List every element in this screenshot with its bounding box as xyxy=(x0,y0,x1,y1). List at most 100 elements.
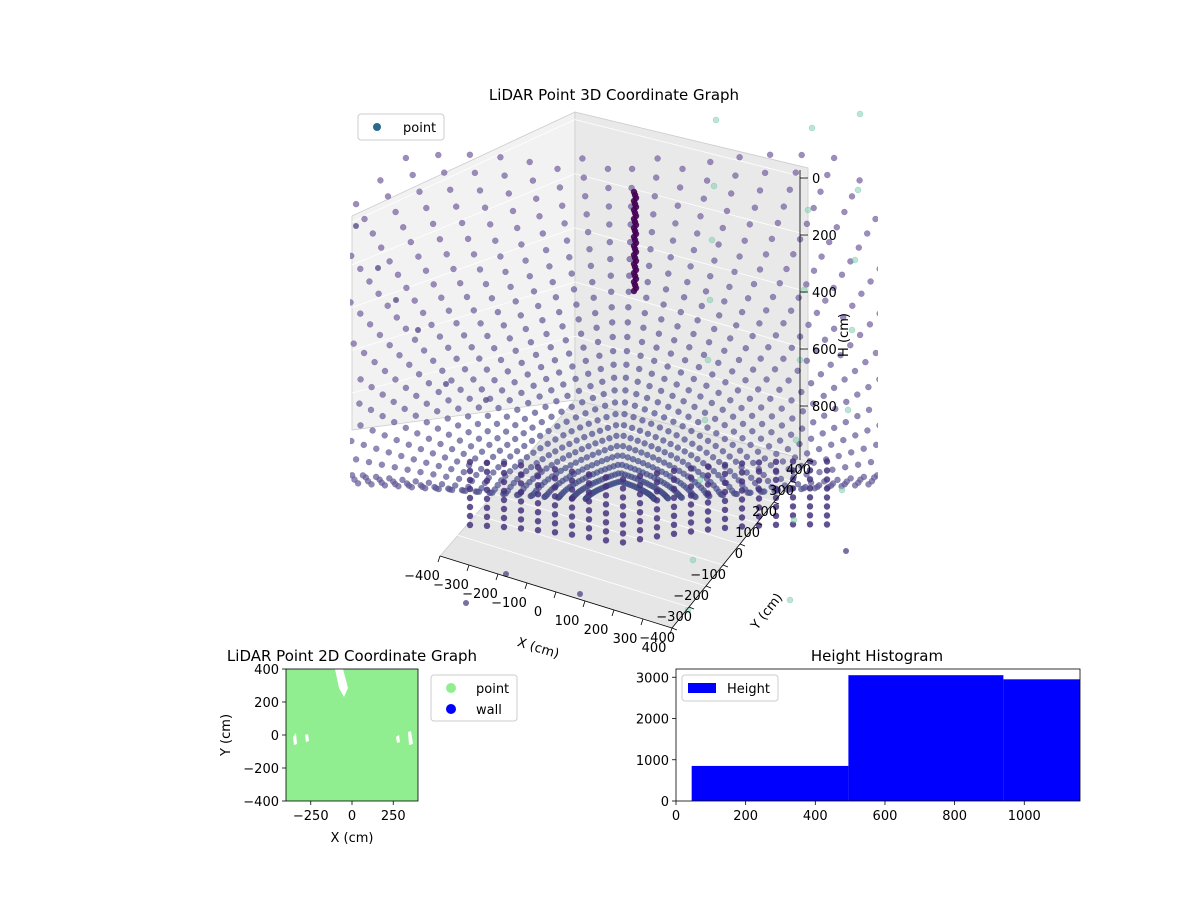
cloud-point xyxy=(848,326,856,334)
cloud-point xyxy=(584,370,592,378)
cloud-point xyxy=(789,485,797,492)
grid-line-x xyxy=(467,564,470,576)
cloud-point xyxy=(572,459,580,466)
cloud-point xyxy=(672,220,679,227)
cloud-point xyxy=(756,320,763,327)
cloud-point xyxy=(368,481,375,488)
cloud-point xyxy=(483,486,491,493)
cloud-point xyxy=(448,486,456,494)
cloud-point xyxy=(842,418,850,426)
cloud-point xyxy=(537,363,545,371)
cloud-point xyxy=(428,321,435,329)
cloud-point xyxy=(815,445,823,453)
cloud-point xyxy=(681,436,688,443)
cloud-point xyxy=(551,511,559,518)
cloud-point xyxy=(742,344,750,352)
histogram-bar xyxy=(848,675,1004,801)
cloud-point xyxy=(475,404,483,411)
y-tick xyxy=(705,585,712,589)
cloud-point xyxy=(644,278,651,286)
plot2d: LiDAR Point 2D Coordinate Graph −250 0 250… xyxy=(219,647,518,846)
cloud-point xyxy=(838,486,846,494)
cloud-point xyxy=(528,437,536,445)
grid-line-h xyxy=(574,227,809,293)
cloud-point xyxy=(573,301,580,308)
cloud-point xyxy=(577,330,585,337)
cloud-point xyxy=(738,469,746,476)
cloud-point xyxy=(455,475,463,483)
cloud-point xyxy=(392,376,399,383)
cloud-point xyxy=(568,504,576,511)
cloud-point xyxy=(394,271,402,279)
cloud-point xyxy=(560,381,567,388)
x-tick xyxy=(611,609,615,617)
cloud-point xyxy=(484,427,491,435)
cloud-point xyxy=(687,451,695,459)
cloud-point xyxy=(623,361,630,368)
cloud-point xyxy=(466,503,474,511)
plot2d-x-tick-label: −250 xyxy=(293,809,329,824)
cloud-point xyxy=(551,502,559,509)
cloud-point xyxy=(517,516,525,523)
cloud-point xyxy=(696,476,704,484)
cloud-point xyxy=(373,445,380,452)
cloud-point xyxy=(847,449,855,456)
cloud-point xyxy=(608,304,615,311)
back-pane-left xyxy=(351,111,576,431)
cloud-point xyxy=(779,458,787,465)
cloud-point xyxy=(606,221,613,228)
cloud-point xyxy=(548,387,555,394)
cloud-point xyxy=(444,415,451,422)
cloud-point xyxy=(854,391,861,398)
cloud-point xyxy=(786,186,794,194)
cloud-point xyxy=(599,437,606,445)
cloud-point xyxy=(366,278,373,285)
cloud-point xyxy=(866,321,874,328)
cloud-point xyxy=(551,475,559,482)
cloud-point xyxy=(705,338,713,346)
cloud-point xyxy=(495,463,502,471)
cloud-point xyxy=(677,308,685,316)
cloud-point xyxy=(764,477,772,485)
cloud-point xyxy=(549,278,556,286)
cloud-point xyxy=(563,237,571,244)
cloud-point xyxy=(674,202,682,209)
cloud-point xyxy=(522,467,530,475)
cloud-point xyxy=(596,352,603,360)
x-tick-label: −200 xyxy=(462,587,498,602)
cloud-point xyxy=(632,446,639,454)
cloud-point xyxy=(445,397,452,404)
cloud-point xyxy=(636,509,644,516)
cloud-point xyxy=(384,302,391,310)
cloud-point xyxy=(790,251,797,258)
cloud-point xyxy=(444,344,452,352)
cloud-point xyxy=(568,513,576,520)
cloud-point xyxy=(513,224,521,232)
cloud-point xyxy=(695,468,702,476)
cloud-point xyxy=(490,469,497,476)
plot2d-y-tick-label: 0 xyxy=(271,729,279,744)
cloud-point xyxy=(500,322,508,329)
cloud-point xyxy=(653,344,660,351)
x-tick xyxy=(495,573,499,581)
cloud-point xyxy=(687,263,694,270)
cloud-point xyxy=(670,337,678,344)
cloud-point xyxy=(654,155,661,162)
cloud-point xyxy=(739,420,747,428)
cloud-point xyxy=(830,284,837,292)
cloud-point xyxy=(548,461,555,469)
cloud-point xyxy=(423,459,430,467)
cloud-point xyxy=(788,344,796,352)
cloud-point xyxy=(803,220,811,228)
cloud-point xyxy=(641,309,649,317)
cloud-point xyxy=(792,436,800,444)
cloud-point xyxy=(857,476,864,483)
cloud-point xyxy=(706,296,714,304)
cloud-point xyxy=(822,297,829,304)
cloud-point xyxy=(789,458,797,465)
cloud-point xyxy=(551,466,559,473)
plot2d-y-tick-label: −200 xyxy=(243,762,279,777)
cloud-point xyxy=(627,435,634,442)
cloud-point xyxy=(664,495,672,502)
grid-line-h-left xyxy=(351,335,576,394)
